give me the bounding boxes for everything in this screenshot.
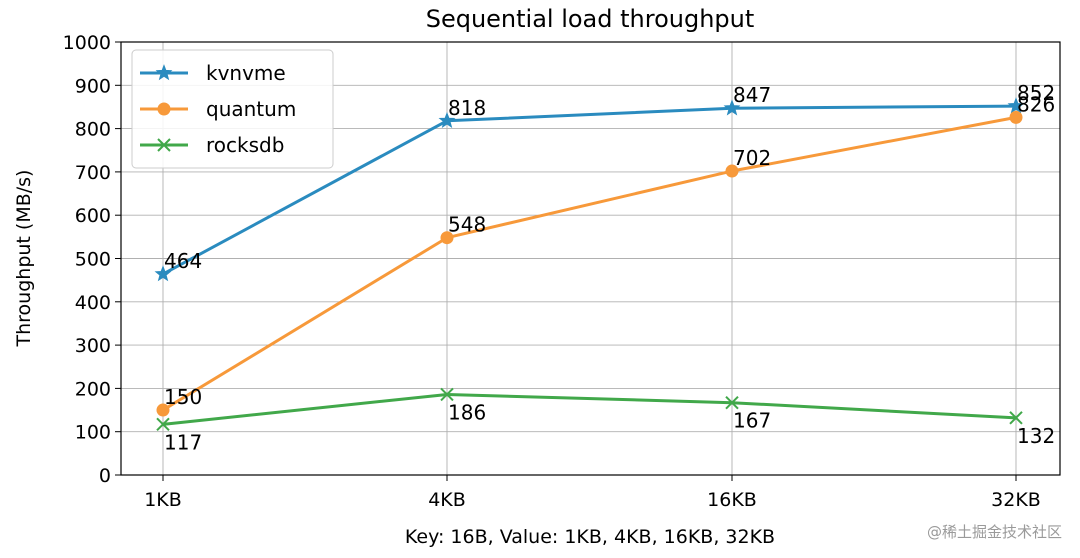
legend: kvnvme quantum rocksdb xyxy=(131,49,334,169)
x-tick-label: 16KB xyxy=(707,489,757,511)
x-marker-stroke xyxy=(725,395,739,410)
legend-item-kvnvme: kvnvme xyxy=(140,61,286,85)
watermark-text: @稀土掘金技术社区 xyxy=(927,523,1062,541)
legend-label: kvnvme xyxy=(206,61,286,85)
x-marker xyxy=(440,387,454,402)
y-tick-label: 300 xyxy=(75,335,111,357)
data-label-quantum: 702 xyxy=(733,146,771,170)
series-rocksdb xyxy=(156,387,1023,432)
x-axis-label: Key: 16B, Value: 1KB, 4KB, 16KB, 32KB xyxy=(405,526,775,548)
x-marker xyxy=(1009,411,1023,425)
star-marker xyxy=(155,64,173,81)
data-labels: 464 818 847 852 150 548 702 826 117 186 167 132 xyxy=(164,81,1055,454)
series-quantum xyxy=(156,110,1023,417)
x-marker-stroke xyxy=(156,417,170,432)
series-line-quantum xyxy=(162,115,1017,412)
star-marker xyxy=(723,99,741,116)
chart-title: Sequential load throughput xyxy=(426,5,755,33)
data-label-rocksdb: 132 xyxy=(1017,424,1055,448)
x-marker xyxy=(725,395,739,410)
circle-marker xyxy=(157,102,171,116)
legend-item-rocksdb: rocksdb xyxy=(140,133,284,157)
circle-marker xyxy=(156,403,170,417)
series-kvnvme xyxy=(154,97,1025,282)
legend-label: quantum xyxy=(206,97,296,121)
plot-frame xyxy=(120,41,1061,476)
y-axis-label: Throughput (MB/s) xyxy=(13,170,35,348)
data-label-quantum: 826 xyxy=(1017,92,1055,116)
y-tick-label: 700 xyxy=(75,162,111,184)
y-tick-label: 100 xyxy=(75,422,111,444)
y-tick-label: 400 xyxy=(75,292,111,314)
data-label-rocksdb: 186 xyxy=(448,400,486,424)
y-tick-label: 1000 xyxy=(63,32,111,54)
data-label-rocksdb: 117 xyxy=(164,430,202,454)
circle-marker xyxy=(725,164,739,178)
circle-marker xyxy=(1009,110,1023,124)
data-label-rocksdb: 167 xyxy=(733,409,771,433)
data-label-kvnvme: 847 xyxy=(733,83,771,107)
data-label-kvnvme: 852 xyxy=(1017,81,1055,105)
y-tick-label: 0 xyxy=(99,465,111,487)
y-tick-label: 200 xyxy=(75,378,111,400)
y-axis-ticks: 0 100 200 300 400 500 600 700 800 900 1000 xyxy=(63,32,121,487)
x-tick-label: 4KB xyxy=(428,489,466,511)
series-line-kvnvme xyxy=(162,104,1017,276)
data-label-quantum: 150 xyxy=(164,385,202,409)
x-marker xyxy=(157,138,171,152)
x-marker-stroke xyxy=(440,387,454,402)
x-tick-label: 1KB xyxy=(144,489,182,511)
series-line-rocksdb xyxy=(162,392,1017,426)
legend-box xyxy=(131,49,334,169)
data-label-kvnvme: 464 xyxy=(164,249,202,273)
circle-marker xyxy=(440,231,454,245)
data-label-quantum: 548 xyxy=(448,213,486,237)
y-tick-label: 800 xyxy=(75,119,111,141)
y-tick-label: 900 xyxy=(75,75,111,97)
legend-label: rocksdb xyxy=(206,133,284,157)
star-marker xyxy=(438,111,456,128)
y-tick-label: 500 xyxy=(75,249,111,271)
legend-item-quantum: quantum xyxy=(140,97,296,121)
x-tick-label: 32KB xyxy=(991,489,1041,511)
star-marker xyxy=(154,265,172,282)
x-marker-stroke xyxy=(157,138,171,152)
star-marker xyxy=(1007,97,1025,114)
x-axis-ticks: 1KB 4KB 16KB 32KB xyxy=(144,475,1041,511)
x-marker xyxy=(156,417,170,432)
x-marker-stroke xyxy=(1009,411,1023,425)
data-label-kvnvme: 818 xyxy=(448,96,486,120)
series-lines xyxy=(154,97,1025,432)
y-tick-label: 600 xyxy=(75,205,111,227)
